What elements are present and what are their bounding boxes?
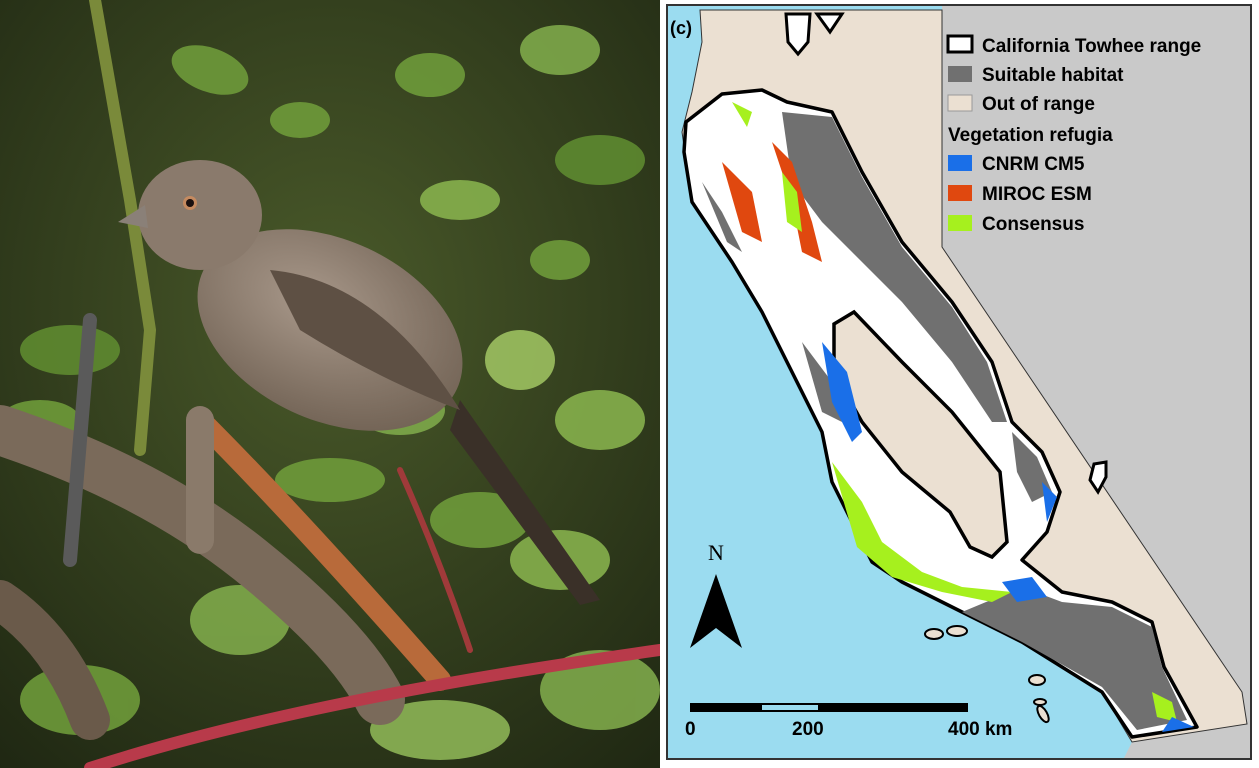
scale-label-400: 400 km xyxy=(948,719,1012,740)
scale-label-0: 0 xyxy=(685,719,696,740)
channel-islands xyxy=(924,625,1050,724)
refugia-map-panel: (c) California Towhee range Suitable hab… xyxy=(660,0,1259,768)
suitable-habitat xyxy=(702,112,1187,730)
legend-swatch-cnrm xyxy=(948,155,972,171)
legend-swatch-range xyxy=(946,34,974,54)
range-north-patch xyxy=(814,12,845,35)
legend-label-range: California Towhee range xyxy=(982,36,1201,57)
north-arrow-icon xyxy=(690,574,742,648)
scale-bar: 0 200 400 km xyxy=(685,703,1012,740)
panel-label: (c) xyxy=(670,18,692,38)
legend-swatch-suitable xyxy=(948,66,972,82)
outside-state-area xyxy=(942,6,1250,758)
bird xyxy=(118,160,600,605)
north-arrow: N xyxy=(690,540,742,648)
range-north-patch xyxy=(784,12,812,57)
legend-swatch-consensus xyxy=(948,215,972,231)
legend-label-cnrm: CNRM CM5 xyxy=(982,154,1085,175)
legend: California Towhee range Suitable habitat… xyxy=(946,34,1201,235)
legend-label-suitable: Suitable habitat xyxy=(982,65,1124,86)
legend-label-miroc: MIROC ESM xyxy=(982,184,1092,205)
north-label: N xyxy=(708,540,724,565)
map-frame: (c) California Towhee range Suitable hab… xyxy=(666,4,1252,760)
tahoe-lake xyxy=(1088,460,1108,495)
branches xyxy=(0,0,660,768)
refugia-consensus xyxy=(732,102,1177,722)
legend-swatch-miroc xyxy=(948,185,972,201)
legend-group-title: Vegetation refugia xyxy=(948,125,1113,146)
legend-swatch-out-of-range xyxy=(947,94,973,112)
california-map: (c) California Towhee range Suitable hab… xyxy=(668,6,1250,758)
legend-label-out-of-range: Out of range xyxy=(982,94,1095,115)
central-valley-out-of-range xyxy=(832,309,1009,560)
legend-label-consensus: Consensus xyxy=(982,214,1084,235)
scale-label-200: 200 xyxy=(792,719,824,740)
towhee-photo xyxy=(0,0,660,768)
leaves xyxy=(0,25,660,760)
refugia-cnrm-cm5 xyxy=(822,342,1194,732)
